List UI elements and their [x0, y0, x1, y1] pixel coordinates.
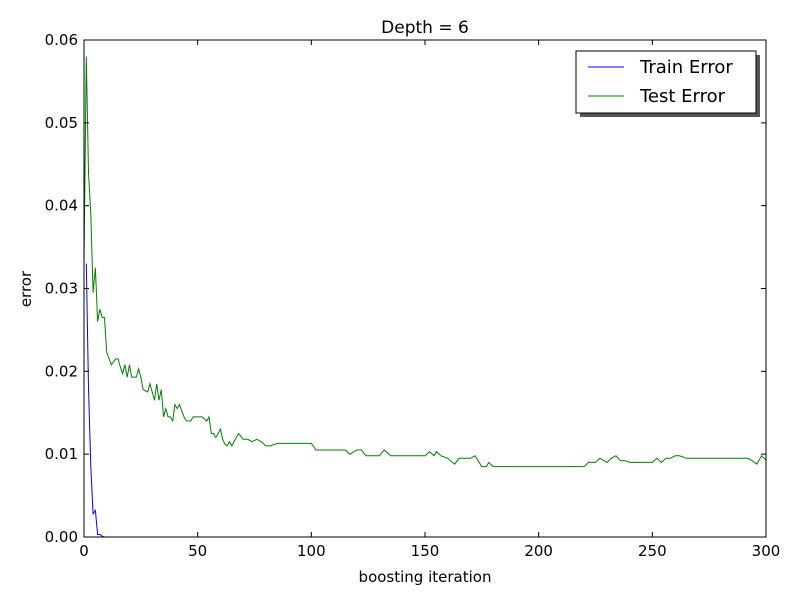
x-tick-label: 50 [188, 542, 207, 560]
y-tick-label: 0.01 [45, 445, 78, 463]
legend-items: Train Error Test Error [588, 57, 733, 107]
x-axis-label: boosting iteration [359, 568, 492, 586]
series-line-test-error [83, 56, 767, 468]
legend: Train Error Test Error [575, 50, 760, 117]
x-tick-label: 150 [411, 542, 440, 560]
y-tick-label: 0.02 [45, 362, 78, 380]
y-tick-labels: 0.00 0.01 0.02 0.03 0.04 0.05 0.06 [45, 31, 78, 546]
x-tick-label: 250 [638, 542, 667, 560]
y-tick-label: 0.06 [45, 31, 78, 49]
x-tick-labels: 0 50 100 150 200 250 300 [79, 542, 780, 560]
plot-frame [83, 39, 767, 538]
plot-area [83, 39, 767, 538]
x-tick-label: 0 [79, 542, 89, 560]
legend-label: Train Error [639, 57, 733, 78]
y-tick-label: 0.05 [45, 114, 78, 132]
y-tick-label: 0.03 [45, 280, 78, 298]
plot-background [84, 40, 766, 537]
y-axis-label: error [17, 270, 35, 307]
x-tick-label: 200 [524, 542, 553, 560]
y-tick-label: 0.00 [45, 528, 78, 546]
x-tick-label: 100 [297, 542, 326, 560]
x-tick-label: 300 [752, 542, 781, 560]
legend-box [575, 50, 757, 114]
legend-label: Test Error [639, 86, 726, 107]
y-tick-label: 0.04 [45, 197, 78, 215]
chart-title: Depth = 6 [381, 18, 469, 38]
